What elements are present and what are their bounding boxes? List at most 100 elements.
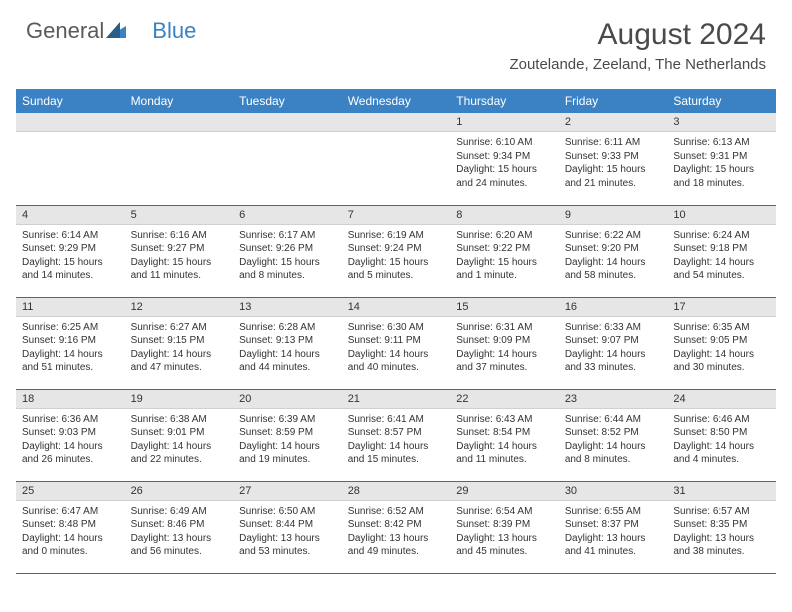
sunrise-text: Sunrise: 6:11 AM: [565, 136, 662, 150]
day-number: 19: [125, 390, 234, 409]
daylight-text: Daylight: 15 hours and 18 minutes.: [673, 163, 770, 190]
sunrise-text: Sunrise: 6:43 AM: [456, 413, 553, 427]
sunset-text: Sunset: 9:16 PM: [22, 334, 119, 348]
daylight-text: Daylight: 14 hours and 15 minutes.: [348, 440, 445, 467]
daylight-text: Daylight: 15 hours and 14 minutes.: [22, 256, 119, 283]
day-number: 21: [342, 390, 451, 409]
daylight-text: Daylight: 14 hours and 19 minutes.: [239, 440, 336, 467]
sunrise-text: Sunrise: 6:13 AM: [673, 136, 770, 150]
day-details: Sunrise: 6:30 AMSunset: 9:11 PMDaylight:…: [342, 317, 451, 381]
sunset-text: Sunset: 8:54 PM: [456, 426, 553, 440]
day-details: Sunrise: 6:25 AMSunset: 9:16 PMDaylight:…: [16, 317, 125, 381]
sunset-text: Sunset: 9:15 PM: [131, 334, 228, 348]
daylight-text: Daylight: 14 hours and 47 minutes.: [131, 348, 228, 375]
day-details: Sunrise: 6:52 AMSunset: 8:42 PMDaylight:…: [342, 501, 451, 565]
sunset-text: Sunset: 8:48 PM: [22, 518, 119, 532]
day-details: Sunrise: 6:39 AMSunset: 8:59 PMDaylight:…: [233, 409, 342, 473]
sunset-text: Sunset: 9:34 PM: [456, 150, 553, 164]
daylight-text: Daylight: 15 hours and 5 minutes.: [348, 256, 445, 283]
daylight-text: Daylight: 14 hours and 33 minutes.: [565, 348, 662, 375]
sunrise-text: Sunrise: 6:39 AM: [239, 413, 336, 427]
calendar-cell: [342, 113, 451, 205]
calendar-row: 4Sunrise: 6:14 AMSunset: 9:29 PMDaylight…: [16, 205, 776, 297]
sunrise-text: Sunrise: 6:27 AM: [131, 321, 228, 335]
day-number: 6: [233, 206, 342, 225]
weekday-header-row: Sunday Monday Tuesday Wednesday Thursday…: [16, 89, 776, 113]
daylight-text: Daylight: 15 hours and 11 minutes.: [131, 256, 228, 283]
sunrise-text: Sunrise: 6:16 AM: [131, 229, 228, 243]
day-number: 10: [667, 206, 776, 225]
title-block: August 2024 Zoutelande, Zeeland, The Net…: [509, 18, 766, 73]
daylight-text: Daylight: 14 hours and 4 minutes.: [673, 440, 770, 467]
sunrise-text: Sunrise: 6:38 AM: [131, 413, 228, 427]
sunset-text: Sunset: 8:39 PM: [456, 518, 553, 532]
daylight-text: Daylight: 14 hours and 30 minutes.: [673, 348, 770, 375]
daylight-text: Daylight: 14 hours and 8 minutes.: [565, 440, 662, 467]
sunrise-text: Sunrise: 6:55 AM: [565, 505, 662, 519]
day-details: Sunrise: 6:27 AMSunset: 9:15 PMDaylight:…: [125, 317, 234, 381]
calendar-cell: 17Sunrise: 6:35 AMSunset: 9:05 PMDayligh…: [667, 297, 776, 389]
calendar-cell: 13Sunrise: 6:28 AMSunset: 9:13 PMDayligh…: [233, 297, 342, 389]
day-details: Sunrise: 6:16 AMSunset: 9:27 PMDaylight:…: [125, 225, 234, 289]
day-details: Sunrise: 6:11 AMSunset: 9:33 PMDaylight:…: [559, 132, 668, 196]
calendar-cell: [16, 113, 125, 205]
calendar-row: 18Sunrise: 6:36 AMSunset: 9:03 PMDayligh…: [16, 389, 776, 481]
sunrise-text: Sunrise: 6:28 AM: [239, 321, 336, 335]
sunrise-text: Sunrise: 6:54 AM: [456, 505, 553, 519]
logo-text-1: General: [26, 18, 104, 44]
day-number: 4: [16, 206, 125, 225]
sunrise-text: Sunrise: 6:49 AM: [131, 505, 228, 519]
sunrise-text: Sunrise: 6:30 AM: [348, 321, 445, 335]
weekday-header: Monday: [125, 89, 234, 113]
calendar-cell: 7Sunrise: 6:19 AMSunset: 9:24 PMDaylight…: [342, 205, 451, 297]
calendar-cell: 10Sunrise: 6:24 AMSunset: 9:18 PMDayligh…: [667, 205, 776, 297]
daylight-text: Daylight: 13 hours and 45 minutes.: [456, 532, 553, 559]
daylight-text: Daylight: 14 hours and 37 minutes.: [456, 348, 553, 375]
day-number: 22: [450, 390, 559, 409]
day-number: 2: [559, 113, 668, 132]
sunset-text: Sunset: 9:11 PM: [348, 334, 445, 348]
sunrise-text: Sunrise: 6:14 AM: [22, 229, 119, 243]
day-details: Sunrise: 6:31 AMSunset: 9:09 PMDaylight:…: [450, 317, 559, 381]
day-number: 14: [342, 298, 451, 317]
weekday-header: Friday: [559, 89, 668, 113]
day-number: 31: [667, 482, 776, 501]
day-number: 23: [559, 390, 668, 409]
sunset-text: Sunset: 9:24 PM: [348, 242, 445, 256]
sunrise-text: Sunrise: 6:22 AM: [565, 229, 662, 243]
sunset-text: Sunset: 9:03 PM: [22, 426, 119, 440]
calendar-cell: 4Sunrise: 6:14 AMSunset: 9:29 PMDaylight…: [16, 205, 125, 297]
weekday-header: Saturday: [667, 89, 776, 113]
day-details: Sunrise: 6:47 AMSunset: 8:48 PMDaylight:…: [16, 501, 125, 565]
day-number: 20: [233, 390, 342, 409]
sunrise-text: Sunrise: 6:44 AM: [565, 413, 662, 427]
day-number: 28: [342, 482, 451, 501]
day-details: Sunrise: 6:38 AMSunset: 9:01 PMDaylight:…: [125, 409, 234, 473]
day-details: Sunrise: 6:22 AMSunset: 9:20 PMDaylight:…: [559, 225, 668, 289]
day-number: 24: [667, 390, 776, 409]
calendar-row: 1Sunrise: 6:10 AMSunset: 9:34 PMDaylight…: [16, 113, 776, 205]
logo-text-2: Blue: [152, 18, 196, 44]
day-number: [342, 113, 451, 132]
location: Zoutelande, Zeeland, The Netherlands: [509, 56, 766, 73]
day-number: 5: [125, 206, 234, 225]
day-number: 25: [16, 482, 125, 501]
sunset-text: Sunset: 8:59 PM: [239, 426, 336, 440]
sunset-text: Sunset: 9:33 PM: [565, 150, 662, 164]
sunrise-text: Sunrise: 6:50 AM: [239, 505, 336, 519]
day-number: 27: [233, 482, 342, 501]
day-details: Sunrise: 6:46 AMSunset: 8:50 PMDaylight:…: [667, 409, 776, 473]
sunrise-text: Sunrise: 6:46 AM: [673, 413, 770, 427]
sunrise-text: Sunrise: 6:25 AM: [22, 321, 119, 335]
calendar-cell: 14Sunrise: 6:30 AMSunset: 9:11 PMDayligh…: [342, 297, 451, 389]
calendar-cell: 9Sunrise: 6:22 AMSunset: 9:20 PMDaylight…: [559, 205, 668, 297]
sunset-text: Sunset: 9:22 PM: [456, 242, 553, 256]
weekday-header: Tuesday: [233, 89, 342, 113]
day-number: 13: [233, 298, 342, 317]
daylight-text: Daylight: 14 hours and 26 minutes.: [22, 440, 119, 467]
calendar-cell: 25Sunrise: 6:47 AMSunset: 8:48 PMDayligh…: [16, 481, 125, 573]
sunset-text: Sunset: 8:50 PM: [673, 426, 770, 440]
sunset-text: Sunset: 8:37 PM: [565, 518, 662, 532]
calendar-table: Sunday Monday Tuesday Wednesday Thursday…: [16, 89, 776, 574]
daylight-text: Daylight: 14 hours and 51 minutes.: [22, 348, 119, 375]
